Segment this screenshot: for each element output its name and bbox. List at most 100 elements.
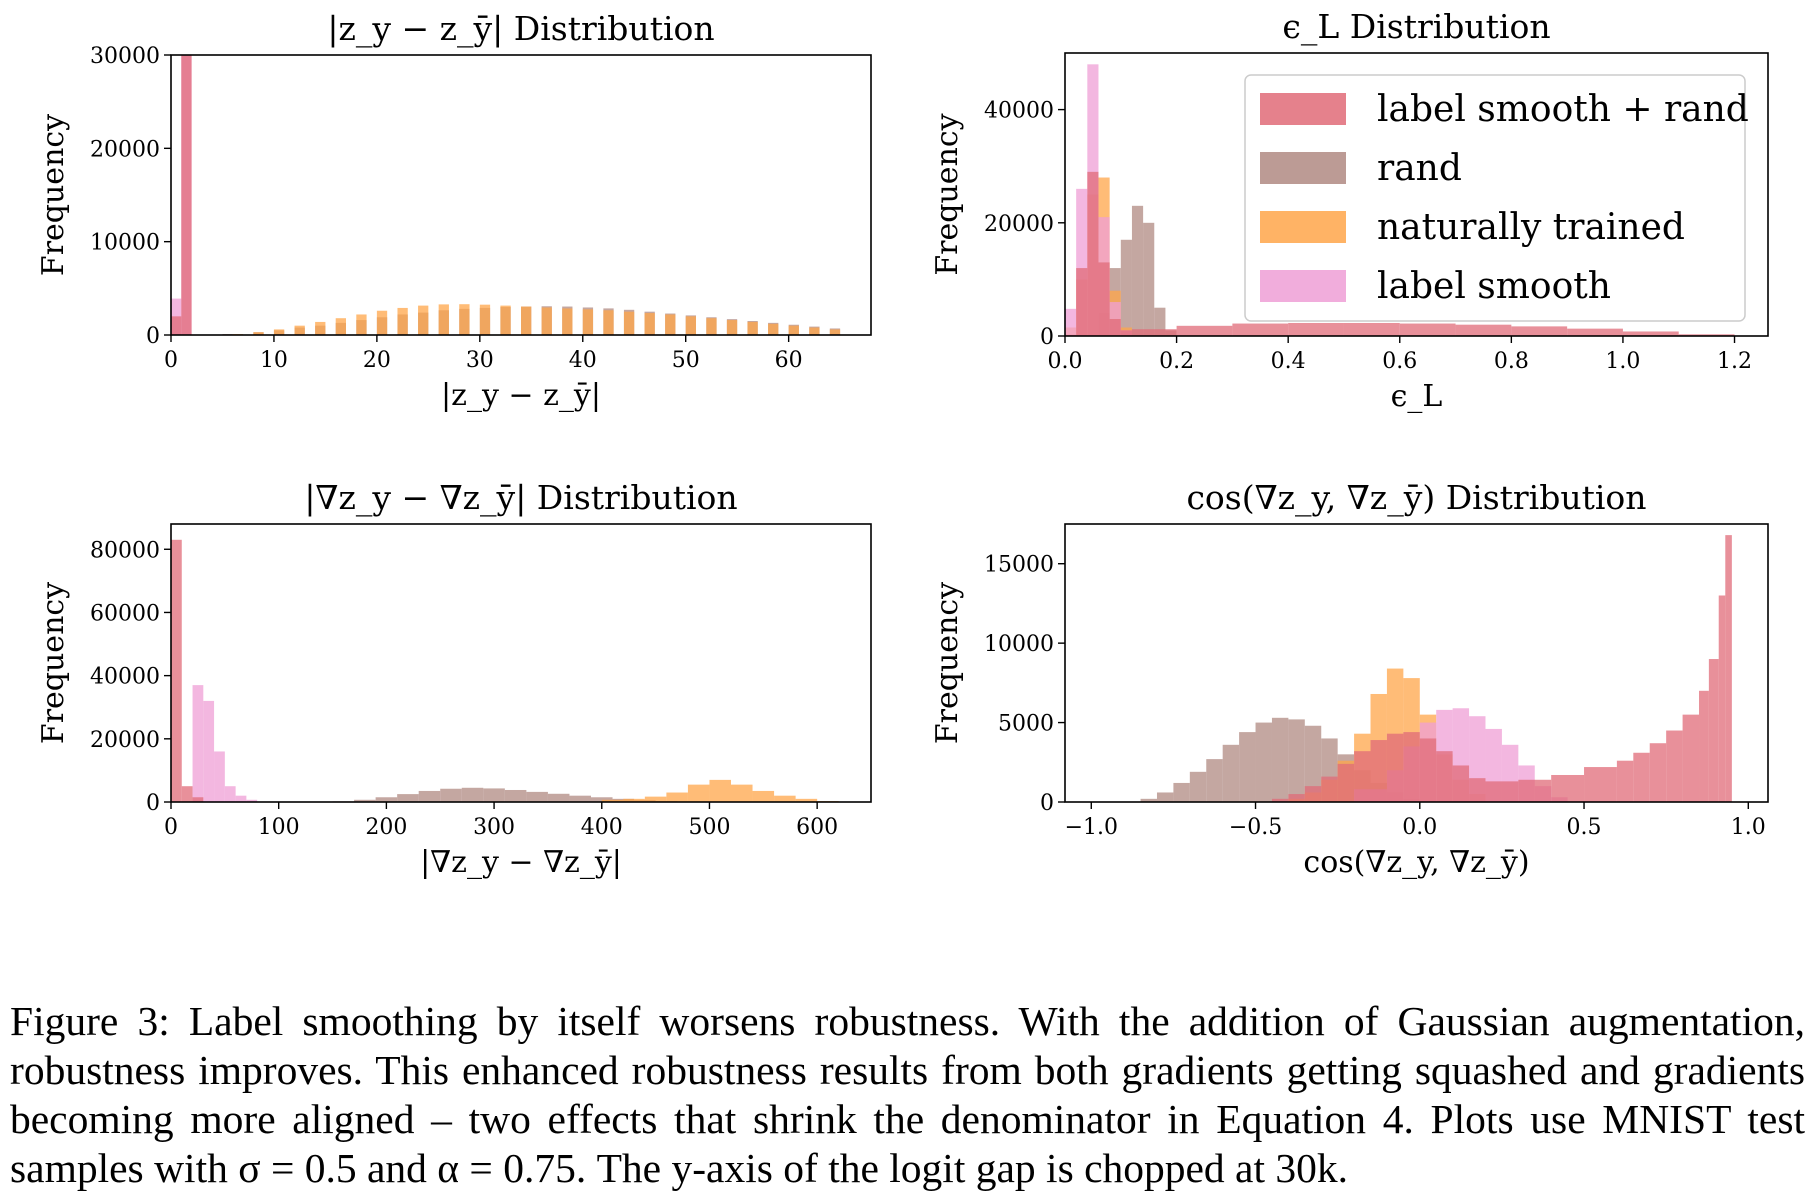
histogram-bar — [1271, 798, 1289, 802]
legend-label: label smooth + rand — [1377, 89, 1749, 130]
x-tick-label: 1.2 — [1717, 349, 1752, 374]
histogram-bar — [774, 795, 796, 802]
histogram-bar — [354, 799, 376, 802]
histogram-bar — [483, 788, 505, 802]
figure-caption: Figure 3: Label smoothing by itself wors… — [10, 997, 1805, 1191]
histogram-bar — [768, 323, 779, 335]
histogram-bar — [1485, 781, 1519, 802]
y-tick-label: 20000 — [90, 137, 160, 162]
histogram-bar — [1109, 319, 1121, 336]
x-tick-label: 500 — [688, 815, 730, 840]
histogram-bar — [569, 795, 591, 802]
histogram-bar — [1436, 751, 1453, 802]
legend: label smooth + rand rand naturally trained… — [1244, 74, 1749, 322]
y-tick-label: 80000 — [90, 538, 160, 563]
bars — [1140, 535, 1732, 802]
histogram-bar — [1288, 322, 1344, 336]
histogram-bar — [376, 310, 388, 335]
histogram-bar — [440, 788, 462, 802]
histogram-bar — [203, 700, 215, 802]
y-tick-label: 5000 — [998, 712, 1054, 737]
histogram-bar — [685, 316, 696, 335]
histogram-bar — [1143, 222, 1155, 336]
histogram-bar — [273, 329, 285, 335]
x-tick-label: 50 — [672, 348, 700, 373]
histogram-bar — [171, 539, 182, 802]
histogram-bar — [1131, 205, 1144, 336]
histogram-bar — [1098, 262, 1110, 336]
histogram-bar — [1511, 326, 1568, 336]
x-tick-label: 0.4 — [1271, 349, 1306, 374]
x-tick-label: 40 — [569, 348, 597, 373]
histogram-bar — [181, 55, 192, 335]
chart-title: |∇z_y − ∇z_ȳ| Distribution — [304, 478, 737, 518]
histogram-bar — [1718, 595, 1726, 802]
histogram-bar — [747, 321, 758, 335]
histogram-bar — [665, 314, 676, 335]
chart-title: |z_y − z_ȳ| Distribution — [327, 9, 714, 49]
x-tick-label: 0.6 — [1382, 349, 1417, 374]
histogram-bar — [171, 316, 182, 335]
x-tick-label: 600 — [796, 815, 838, 840]
histogram-bar — [726, 320, 738, 335]
x-tick-label: 200 — [365, 815, 407, 840]
histogram-bar — [1154, 307, 1166, 336]
histogram-bar — [1386, 733, 1404, 802]
histogram-bar — [541, 307, 552, 335]
histogram-bar — [1725, 535, 1732, 802]
x-tick-label: 0.0 — [1402, 815, 1437, 840]
x-tick-label: 10 — [260, 348, 288, 373]
histogram-bar — [601, 799, 624, 802]
histogram-bar — [1131, 329, 1177, 336]
histogram-bar — [335, 318, 346, 335]
y-axis-label: Frequency — [930, 113, 965, 275]
histogram-bar — [224, 786, 236, 802]
x-tick-label: 400 — [581, 815, 623, 840]
histogram-bar — [418, 305, 429, 335]
histogram-bar — [603, 310, 614, 335]
histogram-bar — [375, 797, 398, 802]
histogram-bar — [1699, 690, 1709, 802]
x-tick-label: 0.8 — [1494, 349, 1529, 374]
histogram-bar — [1469, 778, 1486, 802]
histogram-bar — [479, 304, 491, 335]
chart-title: cos(∇z_y, ∇z_ȳ) Distribution — [1186, 478, 1646, 518]
histogram-bar — [315, 321, 326, 335]
legend-label: label smooth — [1377, 266, 1611, 307]
y-tick-label: 15000 — [984, 553, 1054, 578]
histogram-bar — [1288, 794, 1305, 802]
histogram-bar — [1255, 722, 1272, 802]
histogram-bar — [1206, 759, 1223, 802]
histogram-bar — [1419, 738, 1437, 802]
histogram-bar — [1452, 765, 1470, 802]
histogram-bar — [1239, 732, 1256, 802]
histogram-bar — [1551, 774, 1585, 802]
histogram-bar — [623, 798, 645, 802]
histogram-bar — [1567, 328, 1623, 336]
histogram-bar — [418, 790, 441, 802]
legend-swatch — [1260, 211, 1346, 243]
y-tick-label: 20000 — [984, 212, 1054, 237]
histogram-bar — [1288, 719, 1305, 802]
y-tick-label: 0 — [146, 791, 160, 816]
histogram-bar — [1120, 330, 1132, 336]
chart-panel-3: 0 100 200 300 400 500 600 0 20000 40000 60000 80000… — [36, 478, 872, 880]
histogram-bar — [1271, 717, 1289, 802]
histogram-bar — [1678, 334, 1735, 336]
histogram-bar — [1622, 331, 1679, 336]
histogram-bar — [459, 304, 470, 335]
histogram-bar — [1455, 324, 1512, 336]
histogram-bar — [504, 789, 527, 802]
y-tick-label: 20000 — [90, 728, 160, 753]
histogram-bar — [1403, 732, 1420, 802]
histogram-bar — [1354, 751, 1371, 802]
histogram-bar — [294, 325, 305, 335]
histogram-bar — [192, 685, 204, 802]
histogram-bar — [752, 790, 775, 802]
histogram-bar — [1584, 767, 1617, 802]
y-tick-label: 0 — [1040, 325, 1054, 350]
histogram-bar — [1666, 730, 1683, 802]
chart-panel-4: −1.0 −0.5 0.0 0.5 1.0 0 5000 10000 15000 cos(∇z_y… — [930, 478, 1769, 880]
histogram-bar — [397, 307, 408, 335]
histogram-bar — [1337, 763, 1355, 802]
